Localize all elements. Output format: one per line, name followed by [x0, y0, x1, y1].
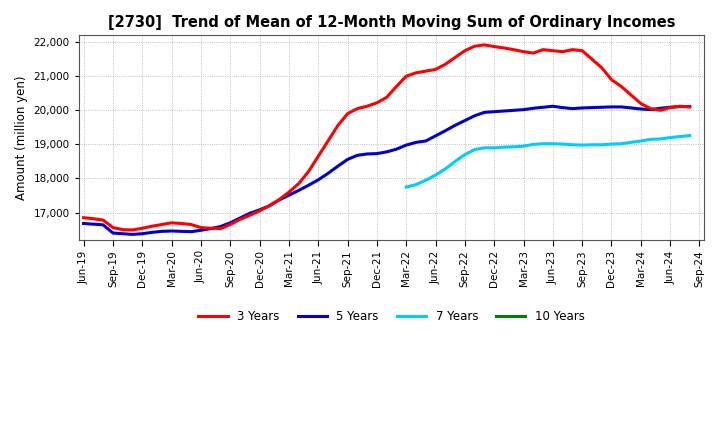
Y-axis label: Amount (million yen): Amount (million yen) [15, 75, 28, 200]
Title: [2730]  Trend of Mean of 12-Month Moving Sum of Ordinary Incomes: [2730] Trend of Mean of 12-Month Moving … [108, 15, 675, 30]
Legend: 3 Years, 5 Years, 7 Years, 10 Years: 3 Years, 5 Years, 7 Years, 10 Years [194, 306, 589, 328]
